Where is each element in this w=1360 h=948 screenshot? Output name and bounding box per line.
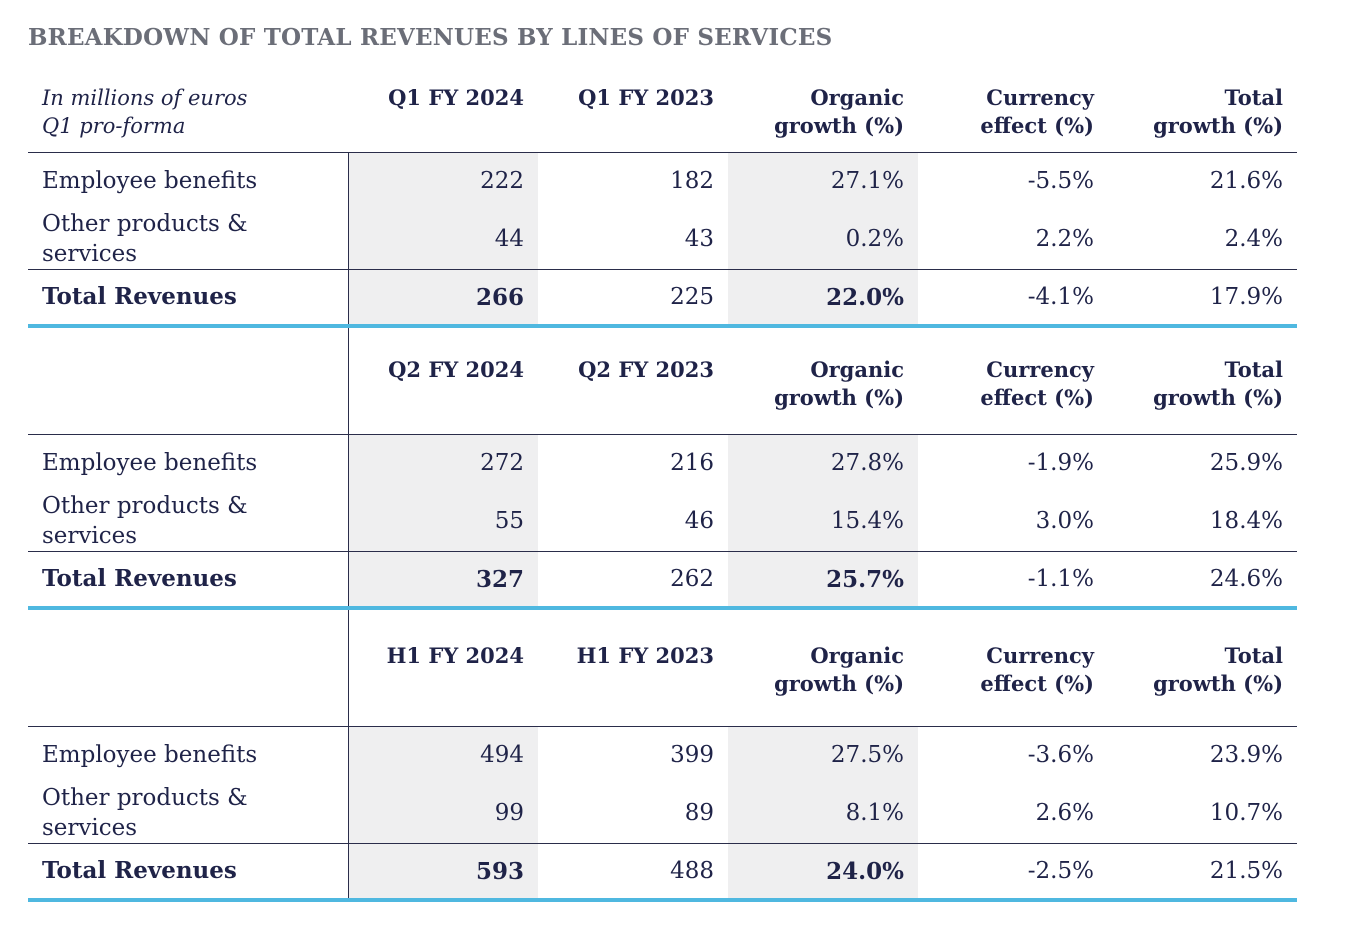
table-row-other-products: Other products & services 99 89 8.1% 2.6%… [28, 783, 1297, 844]
cell-organic: 22.0% [728, 269, 918, 328]
cell-current: 327 [347, 551, 538, 610]
column-header-currency: Currency effect (%) [918, 72, 1108, 153]
column-header-period-prior: Q1 FY 2023 [538, 72, 728, 153]
column-header-organic: Organic growth (%) [728, 326, 918, 435]
row-label: Total Revenues [28, 551, 348, 610]
cell-total-growth: 21.5% [1108, 843, 1297, 902]
row-label: Total Revenues [28, 843, 348, 902]
cell-total-growth: 10.7% [1108, 783, 1297, 844]
cell-prior: 225 [538, 269, 728, 328]
table-row-total-revenues: Total Revenues 266 225 22.0% -4.1% 17.9% [28, 269, 1297, 328]
cell-total-growth: 18.4% [1108, 491, 1297, 552]
table-row-other-products: Other products & services 44 43 0.2% 2.2%… [28, 209, 1297, 270]
column-header-total-growth: Total growth (%) [1108, 326, 1297, 435]
cell-current: 44 [347, 209, 538, 270]
cell-organic: 15.4% [728, 491, 918, 552]
column-header-period-current: H1 FY 2024 [347, 608, 538, 727]
cell-total-growth: 21.6% [1209, 168, 1283, 194]
column-header-currency: Currency effect (%) [918, 608, 1108, 727]
column-header-period-current: Q1 FY 2024 [348, 72, 538, 153]
units-note-line-1: In millions of euros [42, 86, 248, 110]
units-note-line-2: Q1 pro-forma [42, 114, 186, 138]
column-header-period-prior: Q2 FY 2023 [538, 326, 728, 435]
cell-prior: 89 [538, 783, 728, 844]
blank-header-cell [28, 326, 348, 435]
column-header-organic: Organic growth (%) [728, 72, 918, 153]
table-row-employee-benefits: Employee benefits 222 182 27.1% -5.5% 21… [28, 152, 1297, 209]
blank-header-cell [28, 608, 348, 727]
column-header-total-growth: Total growth (%) [1108, 72, 1297, 153]
row-label: Other products & services [28, 491, 348, 552]
cell-current: 272 [347, 434, 538, 491]
cell-organic: 27.5% [728, 726, 918, 783]
cell-currency: -1.9% [1027, 450, 1094, 476]
row-label: Other products & services [28, 783, 348, 844]
section-header-q1: In millions of euros Q1 pro-forma Q1 FY 2… [28, 72, 1297, 153]
cell-currency: 2.2% [918, 209, 1108, 270]
row-label: Total Revenues [28, 269, 348, 328]
cell-prior: 262 [538, 551, 728, 610]
cell-current: 494 [347, 726, 538, 783]
cell-currency: 3.0% [918, 491, 1108, 552]
column-header-period-current: Q2 FY 2024 [347, 326, 538, 435]
table-row-other-products: Other products & services 55 46 15.4% 3.0… [28, 491, 1297, 552]
cell-total-growth: 2.4% [1108, 209, 1297, 270]
column-header-currency: Currency effect (%) [918, 326, 1108, 435]
cell-current: 222 [347, 152, 538, 209]
row-label: Employee benefits [42, 168, 258, 194]
cell-currency: -2.5% [918, 843, 1108, 902]
cell-total-growth: 17.9% [1108, 269, 1297, 328]
cell-organic: 0.2% [728, 209, 918, 270]
column-header-total-growth: Total growth (%) [1108, 608, 1297, 727]
table-row-total-revenues: Total Revenues 327 262 25.7% -1.1% 24.6% [28, 551, 1297, 610]
cell-prior: 46 [538, 491, 728, 552]
table-row-total-revenues: Total Revenues 593 488 24.0% -2.5% 21.5% [28, 843, 1297, 902]
section-header-h1: H1 FY 2024 H1 FY 2023 Organic growth (%) … [28, 608, 1297, 727]
cell-currency: 2.6% [918, 783, 1108, 844]
cell-organic: 27.1% [728, 152, 918, 209]
cell-total-growth: 23.9% [1209, 742, 1283, 768]
cell-current: 55 [347, 491, 538, 552]
cell-total-growth: 25.9% [1209, 450, 1283, 476]
revenue-table: In millions of euros Q1 pro-forma Q1 FY 2… [28, 72, 1297, 902]
row-label: Employee benefits [42, 742, 258, 768]
cell-organic: 27.8% [728, 434, 918, 491]
column-header-organic: Organic growth (%) [728, 608, 918, 727]
cell-prior: 43 [538, 209, 728, 270]
section-header-q2: Q2 FY 2024 Q2 FY 2023 Organic growth (%) … [28, 326, 1297, 435]
cell-currency: -4.1% [918, 269, 1108, 328]
cell-prior: 216 [670, 450, 714, 476]
cell-currency: -3.6% [1027, 742, 1094, 768]
table-row-employee-benefits: Employee benefits 494 399 27.5% -3.6% 23… [28, 726, 1297, 783]
cell-current: 593 [347, 843, 538, 902]
cell-currency: -1.1% [918, 551, 1108, 610]
row-label: Employee benefits [42, 450, 258, 476]
cell-currency: -5.5% [1027, 168, 1094, 194]
units-note: In millions of euros Q1 pro-forma [28, 72, 348, 153]
column-header-period-prior: H1 FY 2023 [538, 608, 728, 727]
table-row-employee-benefits: Employee benefits 272 216 27.8% -1.9% 25… [28, 434, 1297, 491]
cell-organic: 25.7% [728, 551, 918, 610]
page-title: BREAKDOWN OF TOTAL REVENUES BY LINES OF … [28, 24, 833, 51]
cell-total-growth: 24.6% [1108, 551, 1297, 610]
cell-prior: 488 [538, 843, 728, 902]
cell-organic: 8.1% [728, 783, 918, 844]
row-label: Other products & services [28, 209, 348, 270]
cell-organic: 24.0% [728, 843, 918, 902]
cell-current: 99 [347, 783, 538, 844]
cell-prior: 399 [670, 742, 714, 768]
cell-current: 266 [347, 269, 538, 328]
cell-prior: 182 [670, 168, 714, 194]
